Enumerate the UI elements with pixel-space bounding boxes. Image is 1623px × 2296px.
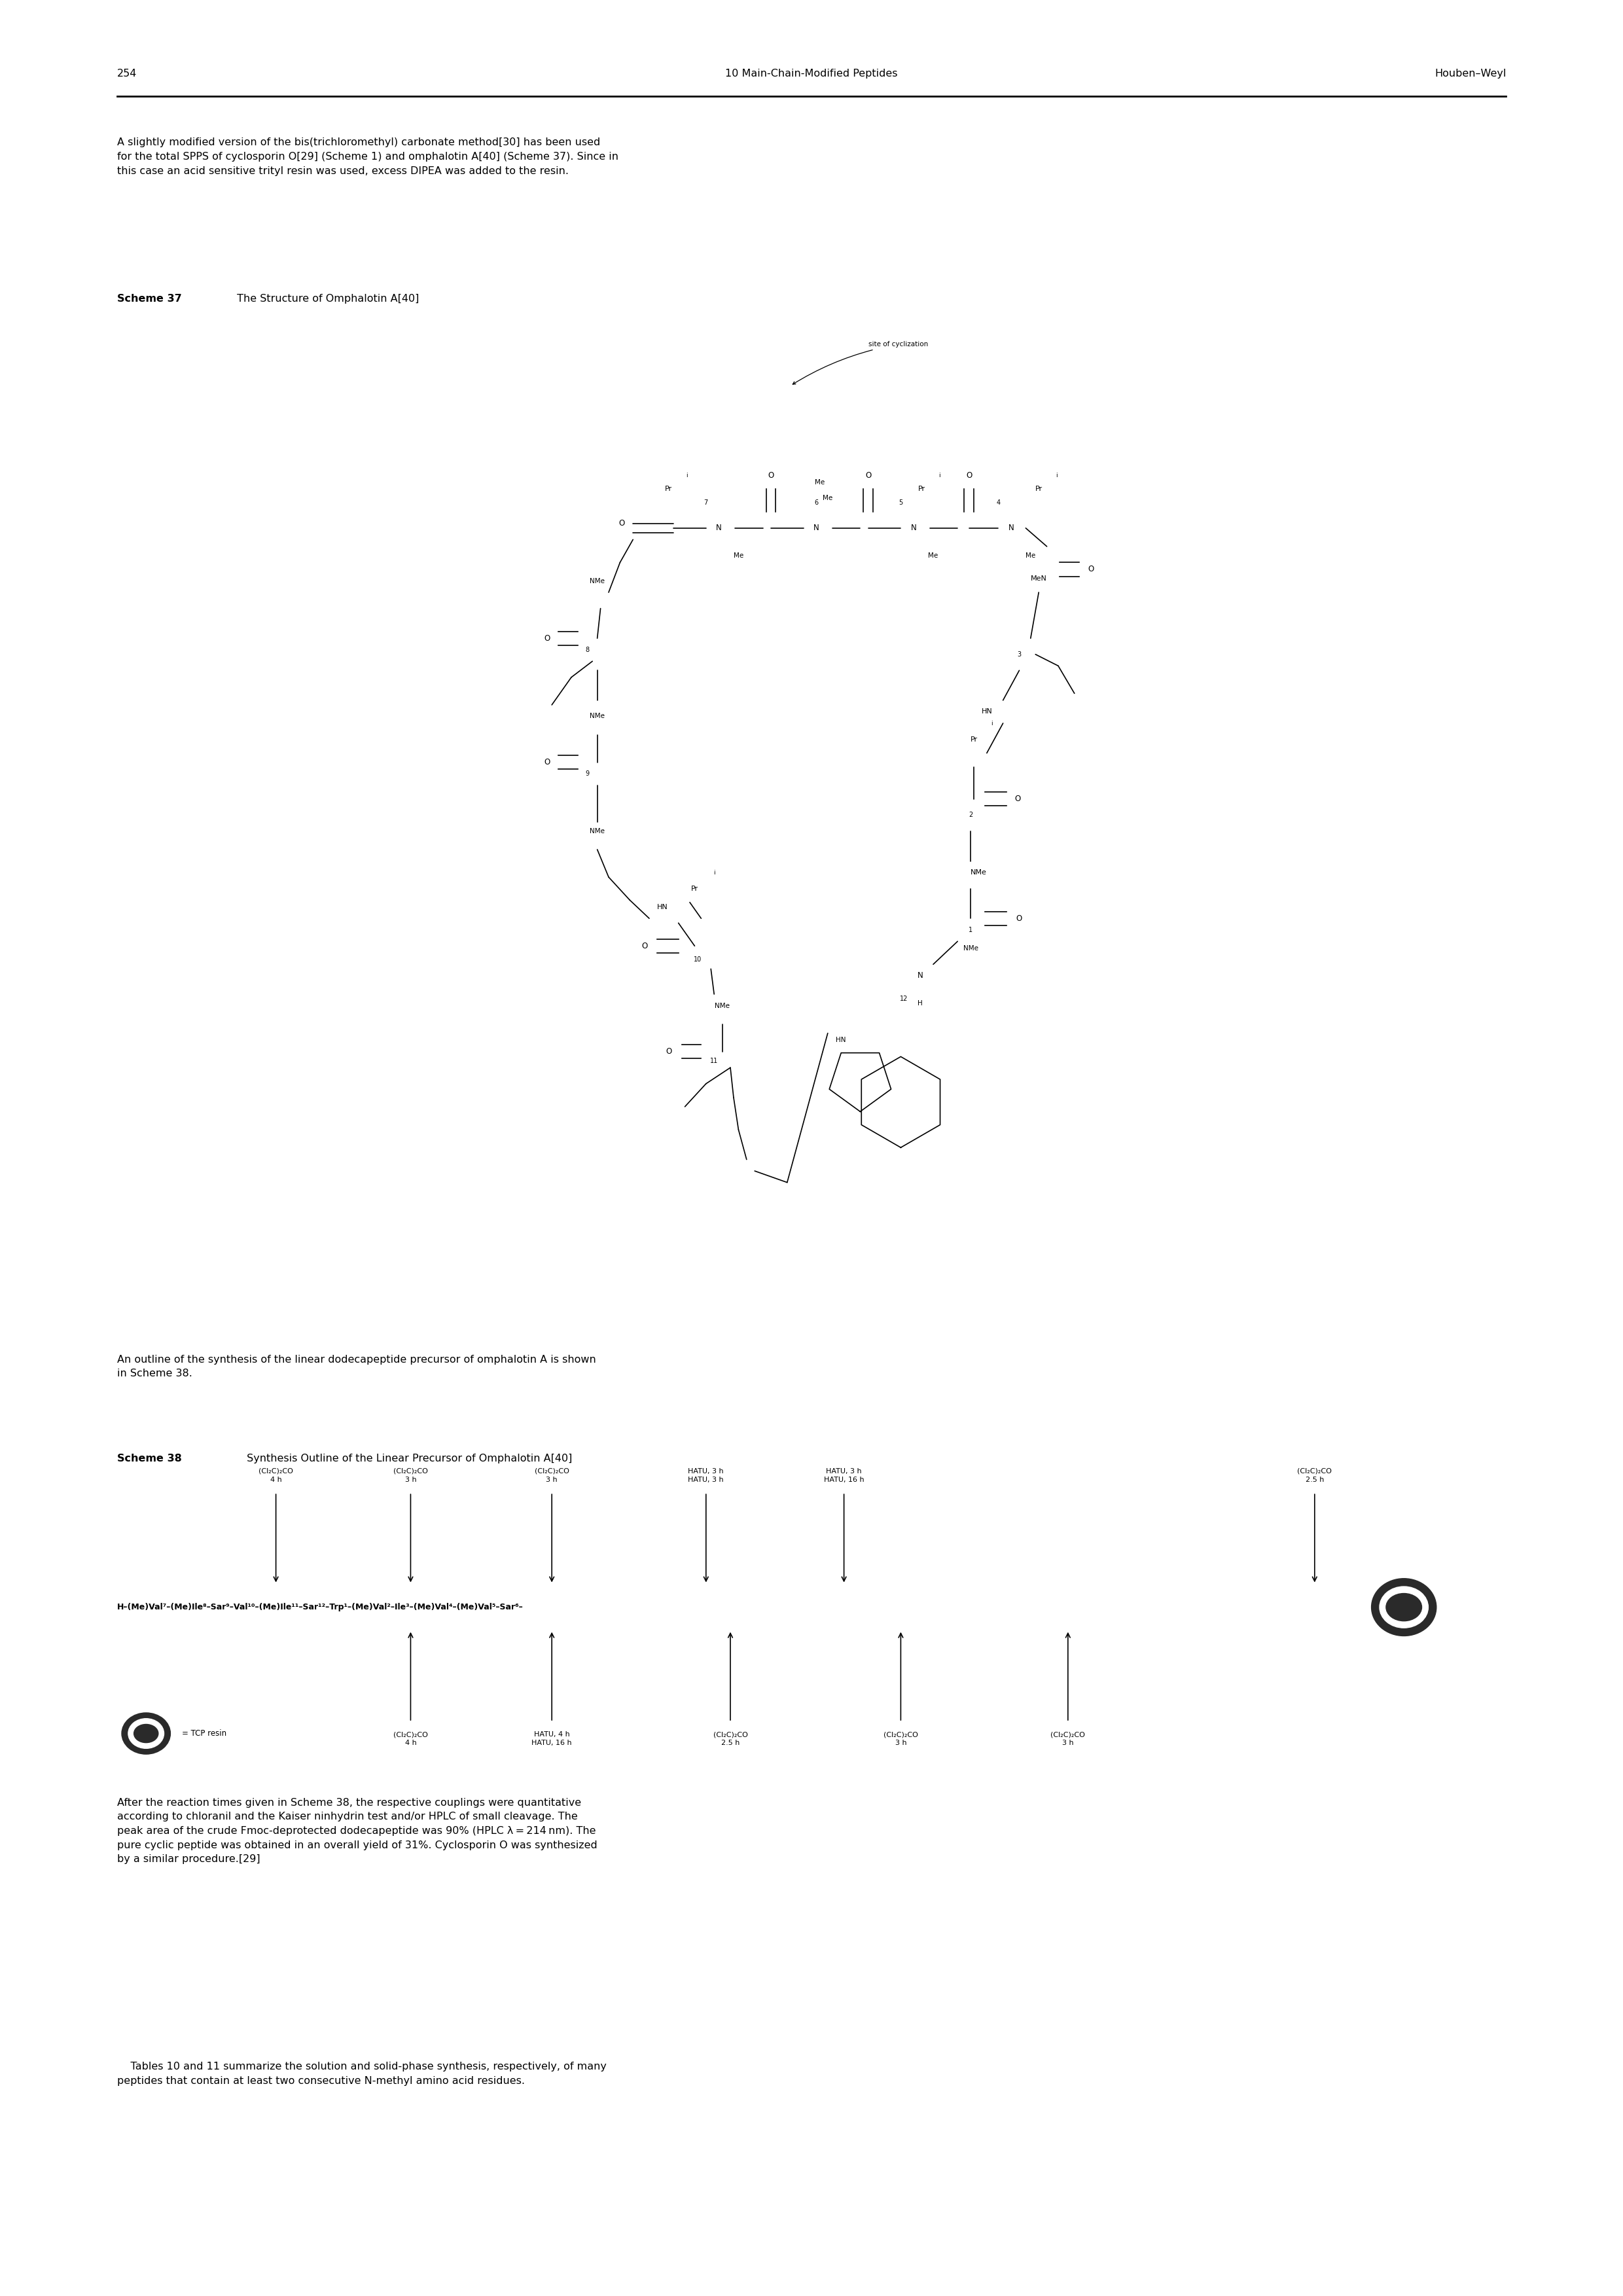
Text: 5: 5: [899, 501, 902, 505]
Text: Pr: Pr: [665, 487, 672, 491]
Text: NMe: NMe: [589, 714, 605, 719]
Ellipse shape: [1386, 1593, 1422, 1621]
Text: O: O: [665, 1047, 672, 1056]
Text: HN: HN: [657, 905, 667, 909]
Text: Scheme 38: Scheme 38: [117, 1453, 182, 1463]
Text: 3: 3: [1018, 652, 1021, 657]
Text: Pr: Pr: [919, 487, 925, 491]
Text: HN: HN: [836, 1038, 846, 1042]
Text: HN: HN: [982, 709, 992, 714]
Text: Me: Me: [928, 553, 938, 558]
Text: O: O: [618, 519, 625, 528]
Text: 9: 9: [586, 771, 589, 776]
Text: Me: Me: [823, 496, 833, 501]
Text: Scheme 37: Scheme 37: [117, 294, 182, 303]
Ellipse shape: [1371, 1580, 1436, 1635]
Text: O: O: [544, 634, 550, 643]
Text: After the reaction times given in Scheme 38, the respective couplings were quant: After the reaction times given in Scheme…: [117, 1798, 597, 1864]
Text: (Cl₂C)₂CO
3 h: (Cl₂C)₂CO 3 h: [883, 1731, 919, 1747]
Text: H: H: [917, 1001, 923, 1006]
Text: site of cyclization: site of cyclization: [792, 342, 928, 383]
Text: Synthesis Outline of the Linear Precursor of Omphalotin A[40]: Synthesis Outline of the Linear Precurso…: [243, 1453, 573, 1463]
Text: 10: 10: [695, 957, 701, 962]
Text: NMe: NMe: [971, 870, 987, 875]
Text: Houben–Weyl: Houben–Weyl: [1435, 69, 1506, 78]
Text: A slightly modified version of the bis(trichloromethyl) carbonate method[30] has: A slightly modified version of the bis(t…: [117, 138, 618, 177]
Text: N: N: [1008, 523, 1014, 533]
Text: O: O: [544, 758, 550, 767]
Text: O: O: [1014, 794, 1021, 804]
Text: NMe: NMe: [962, 946, 979, 951]
Text: (Cl₂C)₂CO
4 h: (Cl₂C)₂CO 4 h: [258, 1467, 294, 1483]
Text: i: i: [938, 473, 941, 478]
Text: The Structure of Omphalotin A[40]: The Structure of Omphalotin A[40]: [234, 294, 419, 303]
Text: i: i: [1055, 473, 1058, 478]
Text: i: i: [990, 721, 993, 726]
Text: N: N: [911, 523, 917, 533]
Text: 8: 8: [586, 647, 589, 652]
Text: O: O: [1016, 914, 1022, 923]
Text: (Cl₂C)₂CO
3 h: (Cl₂C)₂CO 3 h: [1050, 1731, 1086, 1747]
Text: (Cl₂C)₂CO
3 h: (Cl₂C)₂CO 3 h: [534, 1467, 570, 1483]
Text: O: O: [641, 941, 648, 951]
Text: N: N: [716, 523, 722, 533]
Ellipse shape: [128, 1717, 164, 1750]
Text: NMe: NMe: [589, 579, 605, 583]
Text: i: i: [712, 870, 716, 875]
Text: 1: 1: [969, 928, 972, 932]
Text: Me: Me: [815, 480, 824, 484]
Text: (Cl₂C)₂CO
2.5 h: (Cl₂C)₂CO 2.5 h: [712, 1731, 748, 1747]
Text: HATU, 4 h
HATU, 16 h: HATU, 4 h HATU, 16 h: [532, 1731, 571, 1747]
Text: (Cl₂C)₂CO
3 h: (Cl₂C)₂CO 3 h: [393, 1467, 428, 1483]
Ellipse shape: [133, 1724, 157, 1743]
Text: H–(Me)Val⁷–(Me)Ile⁸–Sar⁹–Val¹⁰–(Me)Ile¹¹–Sar¹²–Trp¹–(Me)Val²–Ile³–(Me)Val⁴–(Me)V: H–(Me)Val⁷–(Me)Ile⁸–Sar⁹–Val¹⁰–(Me)Ile¹¹…: [117, 1603, 523, 1612]
Text: Pr: Pr: [971, 737, 977, 742]
Text: HATU, 3 h
HATU, 16 h: HATU, 3 h HATU, 16 h: [824, 1467, 863, 1483]
Text: 7: 7: [704, 501, 708, 505]
Text: 4: 4: [997, 501, 1000, 505]
Text: Me: Me: [734, 553, 743, 558]
Text: Me: Me: [1026, 553, 1035, 558]
Text: 11: 11: [711, 1058, 717, 1063]
Text: 12: 12: [901, 996, 907, 1001]
Text: O: O: [768, 471, 774, 480]
Ellipse shape: [1380, 1587, 1428, 1628]
Text: O: O: [1087, 565, 1094, 574]
Text: HATU, 3 h
HATU, 3 h: HATU, 3 h HATU, 3 h: [688, 1467, 724, 1483]
Text: Tables 10 and 11 summarize the solution and solid-phase synthesis, respectively,: Tables 10 and 11 summarize the solution …: [117, 2062, 607, 2085]
Text: O: O: [865, 471, 872, 480]
Text: = TCP resin: = TCP resin: [182, 1729, 226, 1738]
Text: i: i: [685, 473, 688, 478]
Text: N: N: [917, 971, 923, 980]
Text: 2: 2: [969, 813, 972, 817]
Text: 254: 254: [117, 69, 136, 78]
Text: NMe: NMe: [589, 829, 605, 833]
Ellipse shape: [122, 1713, 170, 1754]
Text: (Cl₂C)₂CO
2.5 h: (Cl₂C)₂CO 2.5 h: [1297, 1467, 1332, 1483]
Text: An outline of the synthesis of the linear dodecapeptide precursor of omphalotin : An outline of the synthesis of the linea…: [117, 1355, 596, 1378]
Text: O: O: [966, 471, 972, 480]
Text: NMe: NMe: [714, 1003, 730, 1008]
Text: Pr: Pr: [1035, 487, 1042, 491]
Text: N: N: [813, 523, 820, 533]
Text: MeN: MeN: [1031, 576, 1047, 581]
Text: 6: 6: [815, 501, 818, 505]
Text: 10 Main-Chain-Modified Peptides: 10 Main-Chain-Modified Peptides: [725, 69, 898, 78]
Text: (Cl₂C)₂CO
4 h: (Cl₂C)₂CO 4 h: [393, 1731, 428, 1747]
Text: Pr: Pr: [691, 886, 698, 891]
